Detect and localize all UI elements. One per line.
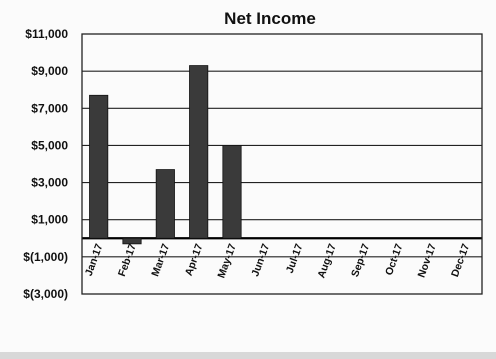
bar [155,169,175,239]
y-axis-tick-labels: $11,000 $9,000 $7,000 $5,000 $3,000 $1,000 $(1… [23,27,68,301]
x-tick-label: Jun-17 [249,242,272,278]
chart-title: Net Income [224,9,316,28]
x-tick-label: Jul-17 [284,242,306,275]
x-tick-label: May-17 [215,242,239,280]
bar [89,94,109,239]
y-tick-label: $1,000 [31,213,68,227]
plot-frame [81,33,483,295]
bar [122,237,142,245]
bar [189,65,209,239]
x-tick-label: Aug-17 [315,242,339,280]
y-tick-label: $5,000 [31,138,68,152]
gridlines [82,70,482,258]
page-bottom-edge [0,352,496,359]
bars [89,65,242,245]
x-tick-label: Dec-17 [449,242,472,279]
x-tick-label: Mar-17 [149,242,172,278]
x-tick-label: Apr-17 [183,242,206,278]
y-tick-label: $9,000 [31,64,68,78]
y-tick-label: $7,000 [31,101,68,115]
x-tick-label: Feb-17 [116,242,139,278]
x-tick-label: Oct-17 [383,242,406,277]
bar [222,145,242,239]
y-tick-label: $(1,000) [23,250,68,264]
x-axis-tick-labels: Jan-17 Feb-17 Mar-17 Apr-17 May-17 Jun-17 Jul-… [83,242,472,280]
y-tick-label: $11,000 [25,27,68,41]
x-tick-label: Jan-17 [83,242,106,278]
x-tick-label: Nov-17 [416,242,439,279]
y-tick-label: $(3,000) [23,287,68,301]
x-tick-label: Sep-17 [349,242,372,279]
y-tick-label: $3,000 [31,176,68,190]
